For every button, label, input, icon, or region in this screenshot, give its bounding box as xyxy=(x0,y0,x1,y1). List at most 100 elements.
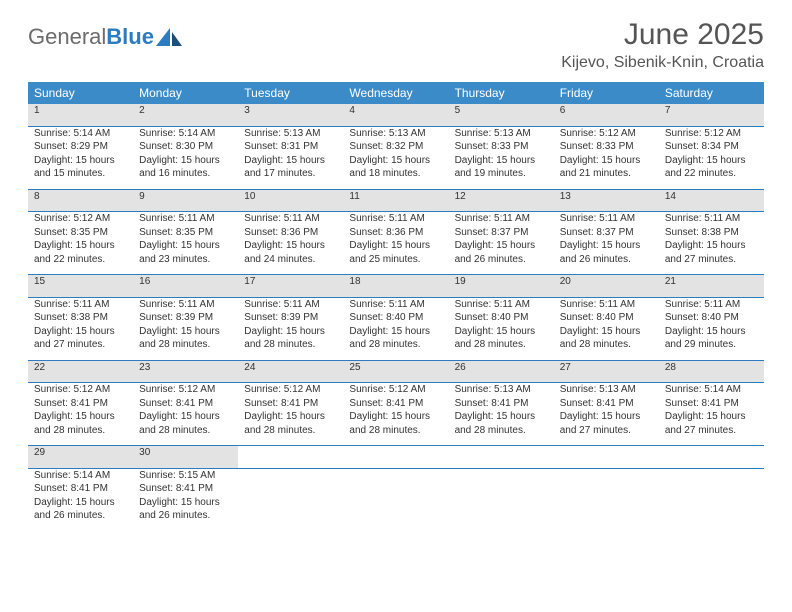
day-number-cell: 23 xyxy=(133,360,238,383)
month-title: June 2025 xyxy=(561,18,764,52)
day-number-cell: 30 xyxy=(133,446,238,469)
day-detail-cell xyxy=(659,468,764,531)
daylight-line: Daylight: 15 hours and 28 minutes. xyxy=(244,410,337,437)
daylight-line: Daylight: 15 hours and 23 minutes. xyxy=(139,239,232,266)
day-detail-cell: Sunrise: 5:14 AMSunset: 8:30 PMDaylight:… xyxy=(133,126,238,189)
sunrise-line: Sunrise: 5:13 AM xyxy=(244,127,337,141)
daylight-line: Daylight: 15 hours and 26 minutes. xyxy=(560,239,653,266)
sunrise-line: Sunrise: 5:11 AM xyxy=(560,298,653,312)
day-number-cell xyxy=(343,446,448,469)
sunset-line: Sunset: 8:41 PM xyxy=(139,397,232,411)
sunrise-line: Sunrise: 5:13 AM xyxy=(455,127,548,141)
sunset-line: Sunset: 8:36 PM xyxy=(349,226,442,240)
sunrise-line: Sunrise: 5:11 AM xyxy=(34,298,127,312)
day-detail-cell xyxy=(343,468,448,531)
sunrise-line: Sunrise: 5:12 AM xyxy=(665,127,758,141)
day-number-cell: 18 xyxy=(343,275,448,298)
sunset-line: Sunset: 8:41 PM xyxy=(34,397,127,411)
day-number-cell xyxy=(659,446,764,469)
brand-name-gray: General xyxy=(28,24,106,49)
sunrise-line: Sunrise: 5:11 AM xyxy=(349,298,442,312)
daylight-line: Daylight: 15 hours and 25 minutes. xyxy=(349,239,442,266)
sunrise-line: Sunrise: 5:11 AM xyxy=(665,212,758,226)
sunrise-line: Sunrise: 5:13 AM xyxy=(349,127,442,141)
sunrise-line: Sunrise: 5:12 AM xyxy=(244,383,337,397)
day-detail-cell: Sunrise: 5:14 AMSunset: 8:29 PMDaylight:… xyxy=(28,126,133,189)
daylight-line: Daylight: 15 hours and 27 minutes. xyxy=(34,325,127,352)
daylight-line: Daylight: 15 hours and 26 minutes. xyxy=(455,239,548,266)
daylight-line: Daylight: 15 hours and 28 minutes. xyxy=(455,410,548,437)
day-number-cell xyxy=(449,446,554,469)
day-detail-cell: Sunrise: 5:12 AMSunset: 8:41 PMDaylight:… xyxy=(133,383,238,446)
day-detail-cell: Sunrise: 5:13 AMSunset: 8:32 PMDaylight:… xyxy=(343,126,448,189)
day-detail-cell: Sunrise: 5:13 AMSunset: 8:41 PMDaylight:… xyxy=(449,383,554,446)
day-detail-cell: Sunrise: 5:11 AMSunset: 8:39 PMDaylight:… xyxy=(238,297,343,360)
sunset-line: Sunset: 8:35 PM xyxy=(139,226,232,240)
day-detail-cell: Sunrise: 5:11 AMSunset: 8:35 PMDaylight:… xyxy=(133,212,238,275)
day-number-cell xyxy=(554,446,659,469)
day-number-cell: 9 xyxy=(133,189,238,212)
sunset-line: Sunset: 8:34 PM xyxy=(665,140,758,154)
day-number-cell: 20 xyxy=(554,275,659,298)
daylight-line: Daylight: 15 hours and 19 minutes. xyxy=(455,154,548,181)
day-detail-cell: Sunrise: 5:11 AMSunset: 8:40 PMDaylight:… xyxy=(449,297,554,360)
daylight-line: Daylight: 15 hours and 16 minutes. xyxy=(139,154,232,181)
sunrise-line: Sunrise: 5:11 AM xyxy=(244,298,337,312)
day-detail-cell: Sunrise: 5:13 AMSunset: 8:41 PMDaylight:… xyxy=(554,383,659,446)
day-number-cell: 3 xyxy=(238,104,343,126)
sunset-line: Sunset: 8:39 PM xyxy=(244,311,337,325)
day-detail-cell xyxy=(238,468,343,531)
sunset-line: Sunset: 8:41 PM xyxy=(34,482,127,496)
day-number-cell: 19 xyxy=(449,275,554,298)
day-detail-cell: Sunrise: 5:11 AMSunset: 8:40 PMDaylight:… xyxy=(343,297,448,360)
day-detail-cell: Sunrise: 5:12 AMSunset: 8:33 PMDaylight:… xyxy=(554,126,659,189)
sunrise-line: Sunrise: 5:12 AM xyxy=(34,212,127,226)
day-detail-cell: Sunrise: 5:12 AMSunset: 8:41 PMDaylight:… xyxy=(28,383,133,446)
sunrise-line: Sunrise: 5:13 AM xyxy=(560,383,653,397)
sunrise-line: Sunrise: 5:15 AM xyxy=(139,469,232,483)
sunrise-line: Sunrise: 5:11 AM xyxy=(139,298,232,312)
daylight-line: Daylight: 15 hours and 28 minutes. xyxy=(560,325,653,352)
sunset-line: Sunset: 8:39 PM xyxy=(139,311,232,325)
sunrise-line: Sunrise: 5:12 AM xyxy=(349,383,442,397)
sunset-line: Sunset: 8:40 PM xyxy=(455,311,548,325)
day-number-cell: 14 xyxy=(659,189,764,212)
daylight-line: Daylight: 15 hours and 15 minutes. xyxy=(34,154,127,181)
title-block: June 2025 Kijevo, Sibenik-Knin, Croatia xyxy=(561,18,764,72)
day-detail-cell: Sunrise: 5:14 AMSunset: 8:41 PMDaylight:… xyxy=(659,383,764,446)
sunrise-line: Sunrise: 5:11 AM xyxy=(455,298,548,312)
day-number-cell: 8 xyxy=(28,189,133,212)
sunset-line: Sunset: 8:36 PM xyxy=(244,226,337,240)
sunrise-line: Sunrise: 5:12 AM xyxy=(34,383,127,397)
calendar-body: 1234567Sunrise: 5:14 AMSunset: 8:29 PMDa… xyxy=(28,104,764,531)
daylight-line: Daylight: 15 hours and 27 minutes. xyxy=(665,239,758,266)
day-detail-cell: Sunrise: 5:11 AMSunset: 8:40 PMDaylight:… xyxy=(554,297,659,360)
sunrise-line: Sunrise: 5:11 AM xyxy=(560,212,653,226)
sunrise-line: Sunrise: 5:14 AM xyxy=(665,383,758,397)
day-number-cell: 16 xyxy=(133,275,238,298)
day-detail-cell: Sunrise: 5:15 AMSunset: 8:41 PMDaylight:… xyxy=(133,468,238,531)
day-detail-cell xyxy=(449,468,554,531)
day-number-cell: 13 xyxy=(554,189,659,212)
day-number-cell: 4 xyxy=(343,104,448,126)
sunrise-line: Sunrise: 5:11 AM xyxy=(349,212,442,226)
sunrise-line: Sunrise: 5:11 AM xyxy=(455,212,548,226)
sail-icon xyxy=(156,28,182,46)
brand-name: GeneralBlue xyxy=(28,24,154,50)
weekday-header: Wednesday xyxy=(343,82,448,104)
daylight-line: Daylight: 15 hours and 28 minutes. xyxy=(349,325,442,352)
day-detail-cell: Sunrise: 5:12 AMSunset: 8:41 PMDaylight:… xyxy=(238,383,343,446)
weekday-header: Sunday xyxy=(28,82,133,104)
day-detail-cell: Sunrise: 5:11 AMSunset: 8:36 PMDaylight:… xyxy=(238,212,343,275)
daylight-line: Daylight: 15 hours and 28 minutes. xyxy=(139,410,232,437)
sunrise-line: Sunrise: 5:14 AM xyxy=(34,127,127,141)
sunset-line: Sunset: 8:41 PM xyxy=(455,397,548,411)
day-detail-cell: Sunrise: 5:12 AMSunset: 8:35 PMDaylight:… xyxy=(28,212,133,275)
day-number-cell: 21 xyxy=(659,275,764,298)
day-detail-cell: Sunrise: 5:12 AMSunset: 8:34 PMDaylight:… xyxy=(659,126,764,189)
daylight-line: Daylight: 15 hours and 17 minutes. xyxy=(244,154,337,181)
day-number-cell: 28 xyxy=(659,360,764,383)
sunset-line: Sunset: 8:40 PM xyxy=(349,311,442,325)
day-number-cell: 11 xyxy=(343,189,448,212)
calendar-header: SundayMondayTuesdayWednesdayThursdayFrid… xyxy=(28,82,764,104)
